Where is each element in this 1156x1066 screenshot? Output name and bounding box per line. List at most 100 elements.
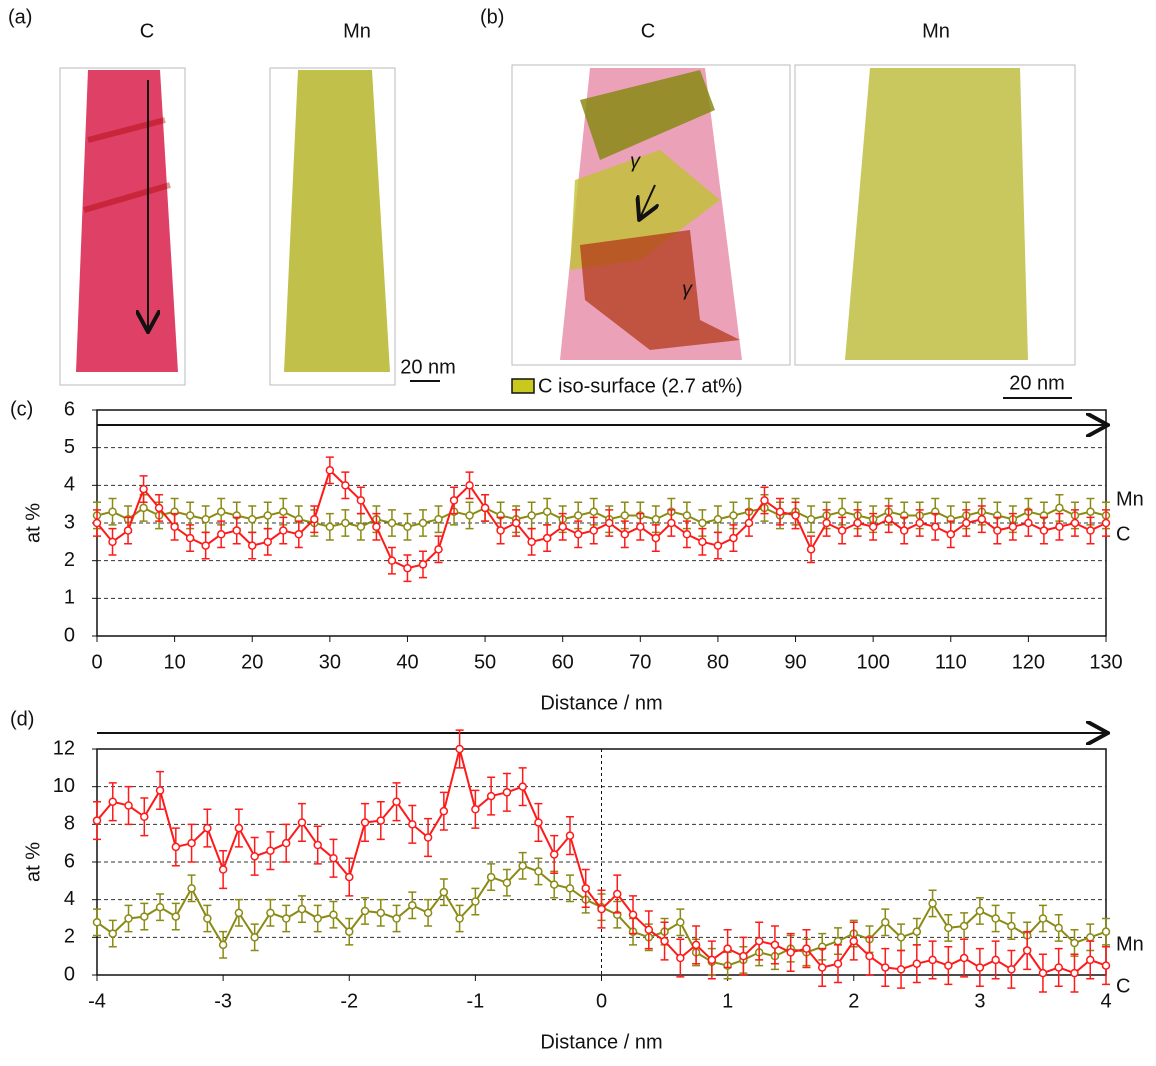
data-point [542,533,552,543]
data-point [912,959,922,968]
data-point [786,948,795,957]
data-point [944,923,953,933]
data-point [140,912,149,921]
y-tick-label: 4 [64,474,75,496]
data-point [962,518,971,528]
data-point [912,927,922,936]
panel-a-images [59,67,440,386]
data-point [991,914,1000,923]
x-tick-label: 4 [1100,990,1111,1012]
y-tick-label: 12 [53,737,75,759]
data-point [1085,955,1095,965]
data-point [620,511,630,520]
data-point [139,484,148,494]
plot-frame [96,748,1107,976]
data-point [565,884,575,893]
data-point [234,823,244,833]
y-tick-label: 6 [64,398,75,420]
data-point [896,965,906,974]
data-point [868,522,878,532]
data-point [108,507,117,516]
data-point [1007,965,1016,974]
data-point [511,518,521,528]
data-point [729,533,738,543]
data-point [455,744,464,754]
x-tick-label: -3 [214,990,232,1012]
data-point [865,951,874,961]
x-tick-label: -1 [466,990,484,1012]
data-point [439,806,449,816]
x-tick-label: 60 [552,651,574,673]
data-point [185,533,195,543]
legend-label: C iso-surface (2.7 at%) [538,375,743,397]
y-tick-label: 0 [64,963,75,985]
data-point [218,865,228,874]
data-point [1054,963,1063,972]
data-point [486,791,496,801]
data-point [123,526,133,535]
data-point [266,846,275,855]
data-point [387,518,397,528]
x-tick-label: 3 [974,990,985,1012]
data-point [403,522,412,532]
data-point [124,801,133,810]
data-point [392,797,401,806]
data-point [218,940,228,950]
data-point [263,511,273,520]
data-point [250,852,259,861]
x-tick-label: 40 [396,651,418,673]
y-tick-label: 4 [64,888,75,910]
y-tick-label: 0 [64,624,75,646]
data-point [518,782,527,791]
data-point [573,511,583,520]
data-point [837,526,847,535]
data-point [279,507,288,516]
panel-b-images [511,64,1076,399]
x-tick-label: 1 [722,990,733,1012]
data-point [881,918,890,927]
data-point [423,908,433,918]
data-point [266,908,275,918]
data-point [486,872,496,882]
data-point [833,936,843,946]
data-point [853,518,862,528]
data-point [806,514,816,524]
data-point [313,914,322,923]
data-point [928,899,937,908]
data-point [356,496,366,505]
data-point [991,955,1000,965]
y-tick-label: 5 [64,436,75,458]
data-point [1055,503,1064,513]
data-point [108,797,118,806]
data-point [281,838,291,848]
data-point [806,545,816,554]
x-tick-label: 0 [91,651,102,673]
x-tick-label: 20 [241,651,263,673]
data-point [502,788,512,797]
data-point [713,514,723,524]
image-label: C [140,20,154,42]
data-point [187,884,196,893]
data-point [185,511,195,520]
data-point [691,940,701,950]
data-point [698,537,707,547]
data-point [434,545,443,554]
data-point [360,906,370,916]
data-point [403,563,412,573]
data-point [959,921,969,931]
data-point [439,887,449,897]
image-label: Mn [343,20,371,42]
data-point [92,918,102,927]
data-point [418,560,428,569]
data-point [534,818,543,827]
panel-label: (d) [10,708,34,730]
data-point [944,961,953,970]
data-point [171,912,181,921]
data-point [408,820,417,829]
data-point [1070,938,1079,948]
data-point [140,812,149,822]
data-point [977,514,987,524]
data-point [1070,968,1079,978]
data-point [92,816,102,825]
data-point [187,838,196,848]
